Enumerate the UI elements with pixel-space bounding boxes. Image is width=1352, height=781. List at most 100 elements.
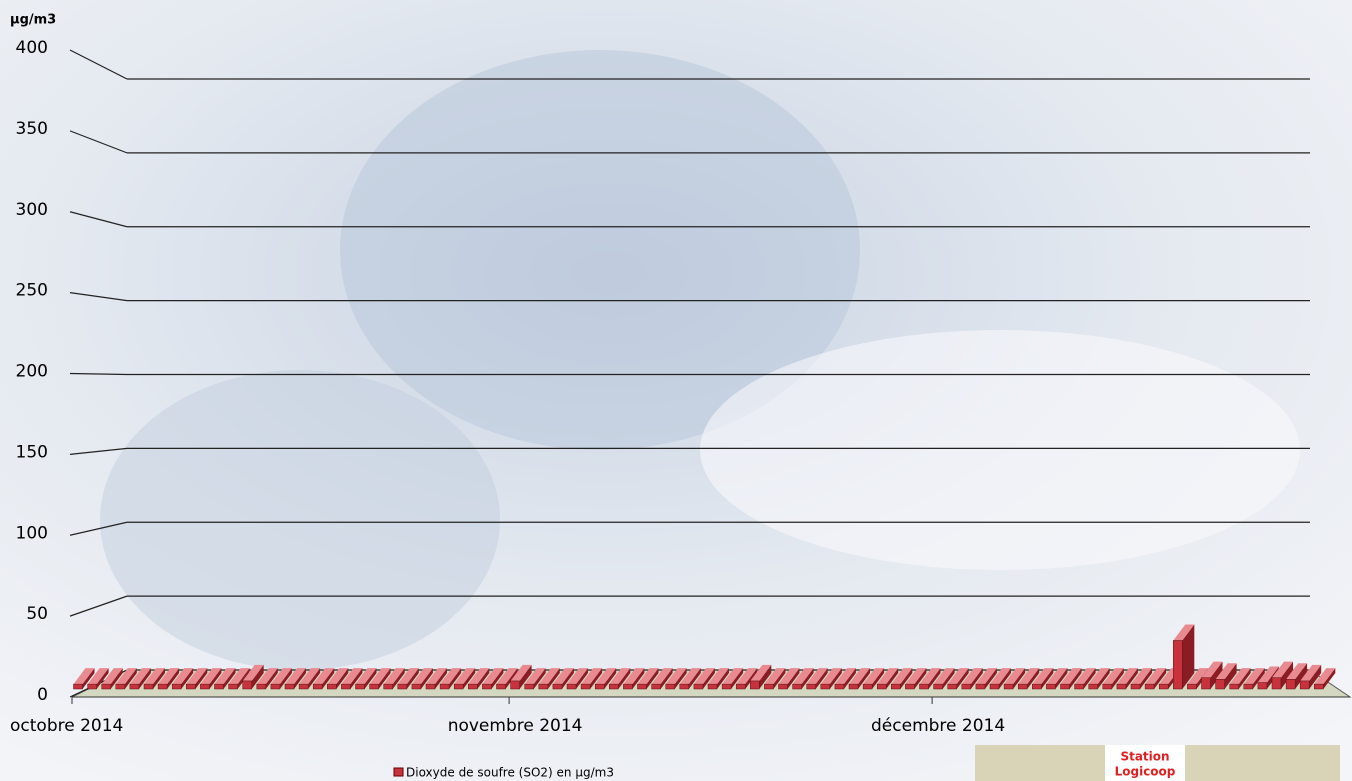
bar-top bbox=[651, 668, 673, 685]
bar-top bbox=[764, 668, 786, 685]
bar-side bbox=[124, 668, 137, 689]
bar-side bbox=[533, 668, 546, 689]
bar-top bbox=[524, 668, 546, 685]
bar-side bbox=[1111, 668, 1124, 689]
bar-side bbox=[181, 668, 194, 689]
bar-side bbox=[279, 668, 292, 689]
bar-side bbox=[251, 664, 264, 689]
bar bbox=[1285, 679, 1296, 690]
bar-side bbox=[759, 664, 772, 689]
bar-side bbox=[984, 668, 997, 689]
bar-side bbox=[547, 668, 560, 689]
bar-top bbox=[736, 668, 758, 685]
bar-side bbox=[336, 668, 349, 689]
bar-side bbox=[1083, 668, 1096, 689]
bar bbox=[735, 683, 746, 690]
bar-top bbox=[679, 668, 701, 685]
bar-side bbox=[153, 668, 165, 689]
bar-side bbox=[420, 668, 433, 689]
bar-side bbox=[1055, 668, 1068, 689]
bar bbox=[186, 683, 196, 690]
bar-top bbox=[369, 668, 391, 685]
bar-side bbox=[660, 668, 673, 689]
bar-side bbox=[110, 668, 123, 689]
bar-top bbox=[158, 668, 180, 685]
bar-side bbox=[294, 668, 306, 689]
bar-top bbox=[975, 668, 997, 685]
bar-top bbox=[482, 668, 504, 685]
bar bbox=[989, 683, 1000, 690]
bar bbox=[862, 683, 873, 690]
bar bbox=[1003, 683, 1014, 690]
bar bbox=[341, 683, 351, 690]
bar-side bbox=[364, 668, 377, 689]
bar-top bbox=[820, 668, 842, 685]
bar-top bbox=[1201, 661, 1223, 678]
bar-side bbox=[519, 664, 532, 689]
bar-side bbox=[378, 668, 391, 689]
bar bbox=[961, 683, 972, 690]
bar-top bbox=[285, 668, 306, 685]
bar-top bbox=[990, 668, 1011, 685]
bar bbox=[721, 683, 732, 690]
bar-side bbox=[801, 668, 814, 689]
bar-top bbox=[228, 668, 250, 685]
y-tick-label: 350 bbox=[16, 119, 48, 139]
bar-top bbox=[510, 664, 532, 681]
bar-side bbox=[632, 668, 645, 689]
bar bbox=[439, 683, 450, 690]
bar-side bbox=[618, 668, 631, 689]
bar bbox=[214, 683, 224, 690]
bar-side bbox=[322, 668, 335, 689]
bar-side bbox=[392, 668, 405, 689]
bar-side bbox=[1252, 668, 1265, 689]
bar-top bbox=[637, 668, 659, 685]
bar-side bbox=[773, 668, 786, 689]
bar-side bbox=[688, 668, 701, 689]
bar-side bbox=[717, 668, 729, 689]
bar bbox=[87, 683, 97, 690]
bar-top bbox=[1088, 668, 1110, 685]
bar bbox=[693, 683, 704, 690]
legend: Dioxyde de soufre (SO2) en µg/m3 bbox=[393, 766, 614, 780]
bar bbox=[707, 683, 718, 690]
x-tick-label: octobre 2014 bbox=[10, 716, 123, 736]
grid-diagonal bbox=[69, 447, 128, 455]
y-tick-label: 200 bbox=[16, 362, 48, 382]
bar-top bbox=[426, 668, 447, 685]
bar bbox=[538, 683, 549, 690]
bar-top bbox=[792, 668, 814, 685]
cloud-light bbox=[700, 330, 1300, 570]
bar-side bbox=[942, 668, 955, 689]
bar-top bbox=[1314, 668, 1336, 685]
bar-side bbox=[138, 668, 151, 689]
bar bbox=[778, 683, 788, 690]
bar bbox=[580, 683, 591, 690]
bar bbox=[496, 683, 506, 690]
bar-top bbox=[1060, 668, 1082, 685]
bar bbox=[609, 683, 619, 690]
bar bbox=[1144, 683, 1155, 690]
bar-side bbox=[1309, 664, 1322, 689]
bar-top bbox=[1074, 668, 1096, 685]
bar-side bbox=[928, 668, 941, 689]
bar bbox=[806, 683, 816, 690]
bar-top bbox=[595, 668, 617, 685]
bar bbox=[1088, 683, 1098, 690]
bar-side bbox=[1027, 668, 1040, 689]
bar bbox=[1130, 683, 1141, 690]
bar-top bbox=[270, 668, 292, 685]
bar-top bbox=[581, 668, 603, 685]
bar-side bbox=[576, 668, 588, 689]
bar-top bbox=[1173, 624, 1195, 641]
bar-side bbox=[1041, 668, 1054, 689]
bar bbox=[143, 683, 154, 690]
bar-top bbox=[242, 664, 264, 681]
bar bbox=[1116, 683, 1127, 690]
bar bbox=[1074, 683, 1084, 690]
bar bbox=[1102, 683, 1113, 690]
bar-top bbox=[538, 668, 560, 685]
bar-top bbox=[87, 668, 109, 685]
